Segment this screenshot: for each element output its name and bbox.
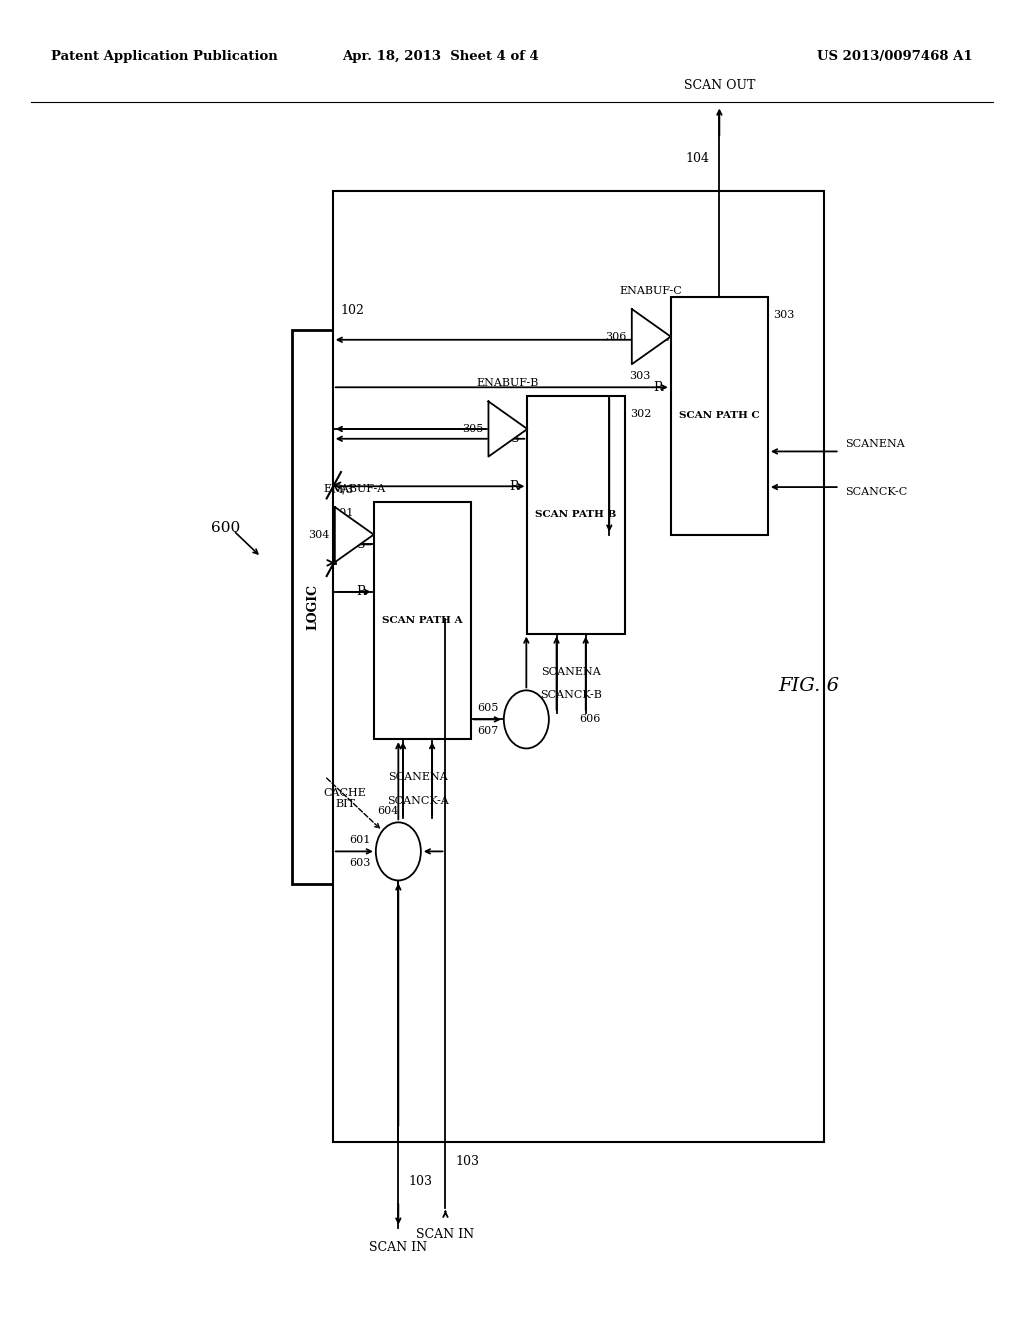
Text: 600: 600 xyxy=(211,521,240,535)
Text: SCAN PATH B: SCAN PATH B xyxy=(536,511,616,519)
Text: LOGIC: LOGIC xyxy=(307,585,319,630)
Text: 102: 102 xyxy=(340,304,364,317)
Text: Patent Application Publication: Patent Application Publication xyxy=(51,50,278,63)
Text: SCAN PATH A: SCAN PATH A xyxy=(382,616,463,624)
Text: 305: 305 xyxy=(462,424,483,434)
Text: Apr. 18, 2013  Sheet 4 of 4: Apr. 18, 2013 Sheet 4 of 4 xyxy=(342,50,539,63)
Polygon shape xyxy=(632,309,671,364)
Text: 607: 607 xyxy=(477,726,499,737)
Text: FF: FF xyxy=(519,715,534,723)
Text: SCANENA: SCANENA xyxy=(388,772,447,783)
Text: ENABUF-B: ENABUF-B xyxy=(477,379,539,388)
Text: S: S xyxy=(654,333,663,346)
Text: 601: 601 xyxy=(349,834,371,845)
Bar xyxy=(527,396,625,634)
Text: ENABUF-C: ENABUF-C xyxy=(620,286,683,296)
Text: FIG. 6: FIG. 6 xyxy=(778,677,840,696)
Text: 606: 606 xyxy=(580,714,601,725)
Text: 603: 603 xyxy=(349,858,371,869)
Bar xyxy=(671,297,768,535)
Text: SCAN IN: SCAN IN xyxy=(417,1228,474,1241)
Bar xyxy=(292,330,335,884)
Text: SCAN OUT: SCAN OUT xyxy=(684,79,755,92)
Text: 303: 303 xyxy=(773,310,795,321)
Text: SCANCK-A: SCANCK-A xyxy=(387,796,449,807)
Text: SCANCK-C: SCANCK-C xyxy=(845,487,907,496)
Text: 304: 304 xyxy=(308,529,330,540)
Text: S: S xyxy=(511,432,519,445)
Text: CACHE
BIT: CACHE BIT xyxy=(324,788,367,809)
Text: R: R xyxy=(356,585,366,598)
Text: 306: 306 xyxy=(605,331,627,342)
Text: M/3: M/3 xyxy=(331,484,353,495)
Text: R: R xyxy=(510,479,519,492)
Bar xyxy=(374,502,471,739)
Text: FF: FF xyxy=(391,847,406,855)
Text: 104: 104 xyxy=(685,152,709,165)
Text: R: R xyxy=(653,380,663,393)
Text: 103: 103 xyxy=(456,1155,479,1168)
Circle shape xyxy=(504,690,549,748)
Polygon shape xyxy=(335,507,374,562)
Text: ENABUF-A: ENABUF-A xyxy=(324,484,385,494)
Text: 302: 302 xyxy=(630,409,651,420)
Text: 303: 303 xyxy=(629,371,650,380)
Text: US 2013/0097468 A1: US 2013/0097468 A1 xyxy=(817,50,973,63)
Polygon shape xyxy=(488,401,527,457)
Text: 605: 605 xyxy=(477,702,499,713)
Text: 103: 103 xyxy=(409,1175,432,1188)
Text: SCAN IN: SCAN IN xyxy=(370,1241,427,1254)
Text: SCANCK-B: SCANCK-B xyxy=(541,690,602,701)
Text: 604: 604 xyxy=(377,805,398,816)
Text: S: S xyxy=(357,537,366,550)
Circle shape xyxy=(376,822,421,880)
Bar xyxy=(333,191,824,1142)
Text: SCAN PATH C: SCAN PATH C xyxy=(679,412,760,420)
Text: SCANENA: SCANENA xyxy=(845,440,904,449)
Text: 301: 301 xyxy=(332,508,353,519)
Text: SCANENA: SCANENA xyxy=(542,667,601,677)
